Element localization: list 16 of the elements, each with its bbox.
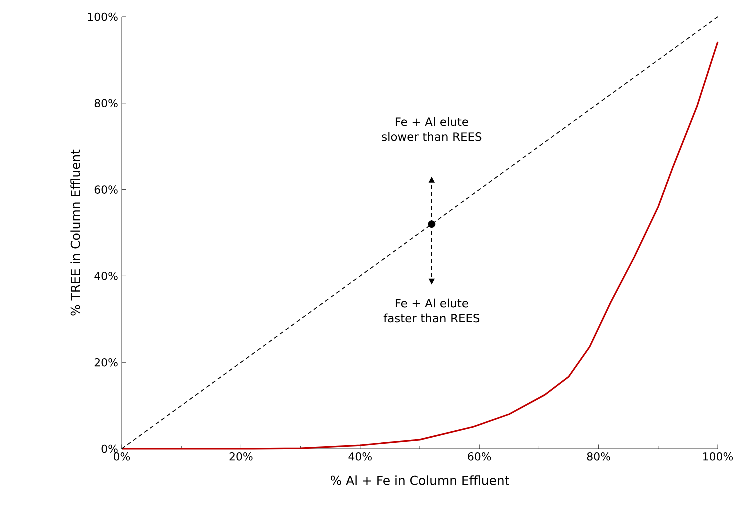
x-axis-title: % Al + Fe in Column Effluent <box>330 476 510 486</box>
y-axis-title: % TREE in Column Effluent <box>70 150 80 316</box>
x-tick-label: 0% <box>114 452 130 461</box>
annotation: Fe + Al elute slower than REES <box>382 117 482 142</box>
x-tick-label: 100% <box>704 452 734 461</box>
x-tick-label: 40% <box>348 452 372 461</box>
x-tick-label: 60% <box>468 452 492 461</box>
x-tick-label: 80% <box>587 452 610 461</box>
y-tick-label: 80% <box>94 99 118 108</box>
y-tick-label: 60% <box>94 186 118 194</box>
y-tick-label: 0% <box>102 444 118 454</box>
y-tick-label: 40% <box>94 272 118 280</box>
x-tick-label: 20% <box>230 452 253 461</box>
y-tick-label: 100% <box>88 12 118 22</box>
annotation: Fe + Al elute faster than REES <box>384 298 480 323</box>
y-tick-label: 20% <box>94 358 118 367</box>
